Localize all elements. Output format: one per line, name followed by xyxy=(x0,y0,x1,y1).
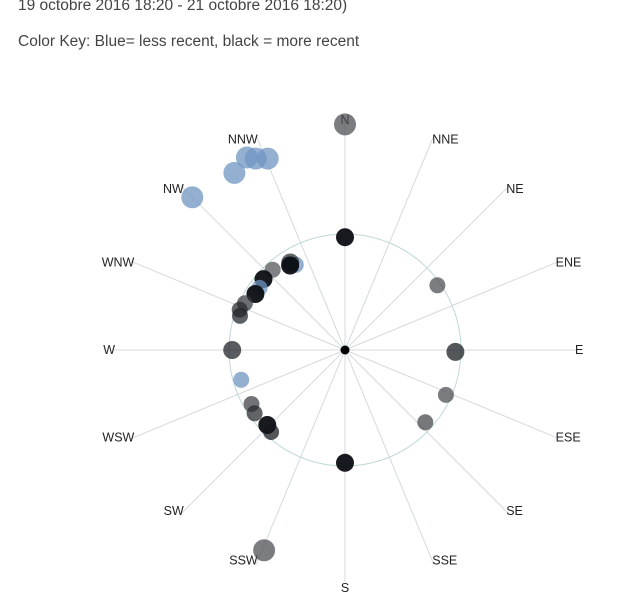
wind-points xyxy=(181,113,465,562)
wind-point xyxy=(256,147,279,170)
label-s: S xyxy=(341,581,349,595)
wind-point xyxy=(263,424,280,440)
wind-point xyxy=(223,161,246,184)
wind-point xyxy=(233,371,250,388)
label-nnw: NNW xyxy=(228,132,258,146)
wind-point xyxy=(181,186,204,209)
label-sw: SW xyxy=(164,504,184,518)
wind-point xyxy=(281,256,300,275)
label-ene: ENE xyxy=(556,256,582,270)
label-ne: NE xyxy=(506,182,523,196)
wind-point xyxy=(336,228,354,247)
label-ese: ESE xyxy=(556,430,581,444)
label-w: W xyxy=(103,343,115,357)
label-sse: SSE xyxy=(432,554,457,568)
wind-point xyxy=(417,414,434,431)
wind-point xyxy=(253,539,276,562)
label-nw: NW xyxy=(163,182,184,196)
wind-point xyxy=(336,453,354,472)
center-dot xyxy=(340,345,350,355)
wind-point xyxy=(446,342,465,361)
wind-point xyxy=(246,405,263,422)
label-wsw: WSW xyxy=(102,430,134,444)
wind-point xyxy=(429,277,446,294)
label-se: SE xyxy=(506,504,523,518)
wind-point xyxy=(437,386,454,403)
wind-point xyxy=(223,341,242,359)
direction-labels: NNNENEENEEESESESSESSSWSWWSWWWNWNWNNW xyxy=(102,113,584,595)
label-ssw: SSW xyxy=(229,554,258,568)
label-nne: NNE xyxy=(432,132,458,146)
label-e: E xyxy=(575,343,583,357)
wind-point xyxy=(232,307,248,324)
color-key-text: Color Key: Blue= less recent, black = mo… xyxy=(18,33,360,50)
period-text: 19 octobre 2016 18:20 - 21 octobre 2016 … xyxy=(18,0,348,14)
wind-point xyxy=(334,113,356,136)
label-wnw: WNW xyxy=(102,256,135,270)
